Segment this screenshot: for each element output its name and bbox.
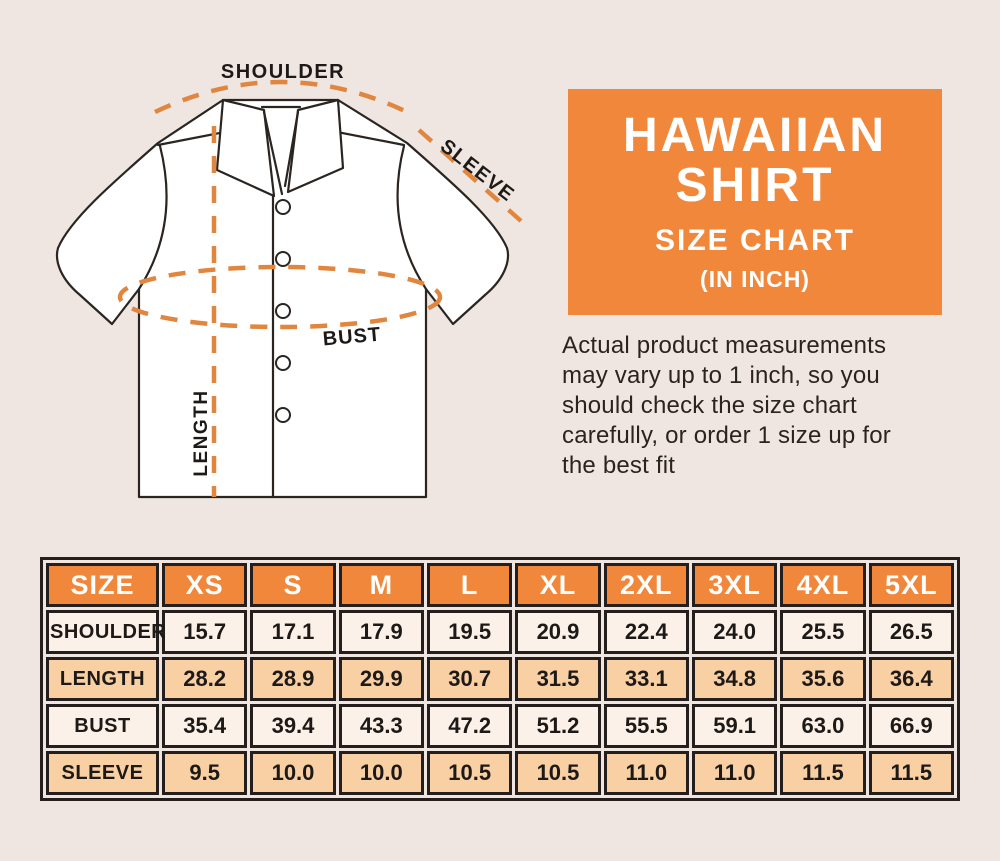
title-line-1: HAWAIIAN: [623, 108, 887, 162]
value-cell: 9.5: [162, 751, 248, 795]
shoulder-measure-line: [154, 79, 408, 115]
title-line-3: SIZE CHART: [655, 224, 855, 258]
value-cell: 34.8: [691, 657, 778, 701]
value-cell: 10.5: [426, 751, 513, 795]
value-cell: 28.9: [250, 657, 336, 701]
lapel-right-edge: [283, 110, 300, 188]
value-cell: 59.1: [691, 704, 778, 748]
header-cell-m: M: [338, 563, 424, 607]
collar-right-flap: [286, 98, 345, 194]
description-line: may vary up to 1 inch, so you: [562, 362, 880, 389]
value-cell: 11.5: [780, 751, 866, 795]
value-cell: 22.4: [603, 610, 689, 654]
bust-label: BUST: [322, 323, 382, 350]
value-cell: 17.9: [338, 610, 424, 654]
description-line: should check the size chart: [562, 392, 857, 419]
value-cell: 11.0: [603, 751, 689, 795]
description-line: Actual product measurements: [562, 332, 887, 359]
value-cell: 24.0: [691, 610, 778, 654]
value-cell: 55.5: [603, 704, 689, 748]
shirt-body-outline: [55, 98, 510, 499]
value-cell: 43.3: [338, 704, 424, 748]
armhole-left: [137, 144, 168, 291]
title-line-2: SHIRT: [675, 158, 835, 212]
value-cell: 30.7: [426, 657, 513, 701]
shirt-measurement-diagram: SHOULDER SLEEVE BUST LENGTH: [55, 61, 523, 499]
armhole-right: [396, 144, 428, 291]
row-label: BUST: [46, 704, 159, 748]
header-cell-4xl: 4XL: [780, 563, 866, 607]
value-cell: 31.5: [515, 657, 601, 701]
bust-measure-ellipse: [117, 264, 443, 330]
value-cell: 17.1: [250, 610, 336, 654]
value-cell: 51.2: [515, 704, 601, 748]
title-line-4: (IN INCH): [700, 266, 810, 293]
value-cell: 28.2: [162, 657, 248, 701]
value-cell: 63.0: [780, 704, 866, 748]
row-label: LENGTH: [46, 657, 159, 701]
value-cell: 29.9: [338, 657, 424, 701]
value-cell: 47.2: [426, 704, 513, 748]
row-label: SLEEVE: [46, 751, 159, 795]
shoulder-label: SHOULDER: [221, 61, 345, 83]
value-cell: 26.5: [868, 610, 954, 654]
header-cell-size: SIZE: [46, 563, 159, 607]
description-text: Actual product measurements may vary up t…: [562, 331, 992, 481]
value-cell: 10.5: [515, 751, 601, 795]
table-header-row: SIZE XS S M L XL 2XL 3XL 4XL 5XL: [46, 563, 954, 607]
header-cell-xl: XL: [515, 563, 601, 607]
shirt-buttons: [275, 199, 291, 423]
header-cell-2xl: 2XL: [603, 563, 689, 607]
value-cell: 39.4: [250, 704, 336, 748]
header-cell-xs: XS: [162, 563, 248, 607]
value-cell: 66.9: [868, 704, 954, 748]
row-label: SHOULDER: [46, 610, 166, 654]
sleeve-measure-line: [417, 128, 523, 223]
value-cell: 19.5: [426, 610, 513, 654]
value-cell: 20.9: [515, 610, 601, 654]
table-row-shoulder: SHOULDER 15.7 17.1 17.9 19.5 20.9 22.4 24.0 25.5…: [46, 610, 954, 654]
description-line: the best fit: [562, 452, 676, 479]
value-cell: 11.0: [691, 751, 778, 795]
header-cell-l: L: [426, 563, 513, 607]
title-box: HAWAIIAN SHIRT SIZE CHART (IN INCH): [568, 89, 942, 315]
value-cell: 35.6: [780, 657, 866, 701]
value-cell: 10.0: [250, 751, 336, 795]
header-cell-5xl: 5XL: [868, 563, 954, 607]
header-cell-3xl: 3XL: [691, 563, 778, 607]
value-cell: 33.1: [603, 657, 689, 701]
table-row-bust: BUST 35.4 39.4 43.3 47.2 51.2 55.5 59.1 63.0 66.9: [46, 704, 954, 748]
value-cell: 11.5: [868, 751, 954, 795]
table-row-sleeve: SLEEVE 9.5 10.0 10.0 10.5 10.5 11.0 11.0 11.5 11.…: [46, 751, 954, 795]
table-row-length: LENGTH 28.2 28.9 29.9 30.7 31.5 33.1 34.8 35.6 36…: [46, 657, 954, 701]
value-cell: 35.4: [162, 704, 248, 748]
description-line: carefully, or order 1 size up for: [562, 422, 891, 449]
value-cell: 15.7: [162, 610, 248, 654]
lapel-left-edge: [262, 110, 284, 196]
size-table: SIZE XS S M L XL 2XL 3XL 4XL 5XL SHOULDER 15.7 17.1 1…: [40, 557, 960, 801]
length-label: LENGTH: [191, 389, 212, 476]
header-cell-s: S: [250, 563, 336, 607]
value-cell: 10.0: [338, 751, 424, 795]
value-cell: 36.4: [868, 657, 954, 701]
value-cell: 25.5: [780, 610, 866, 654]
